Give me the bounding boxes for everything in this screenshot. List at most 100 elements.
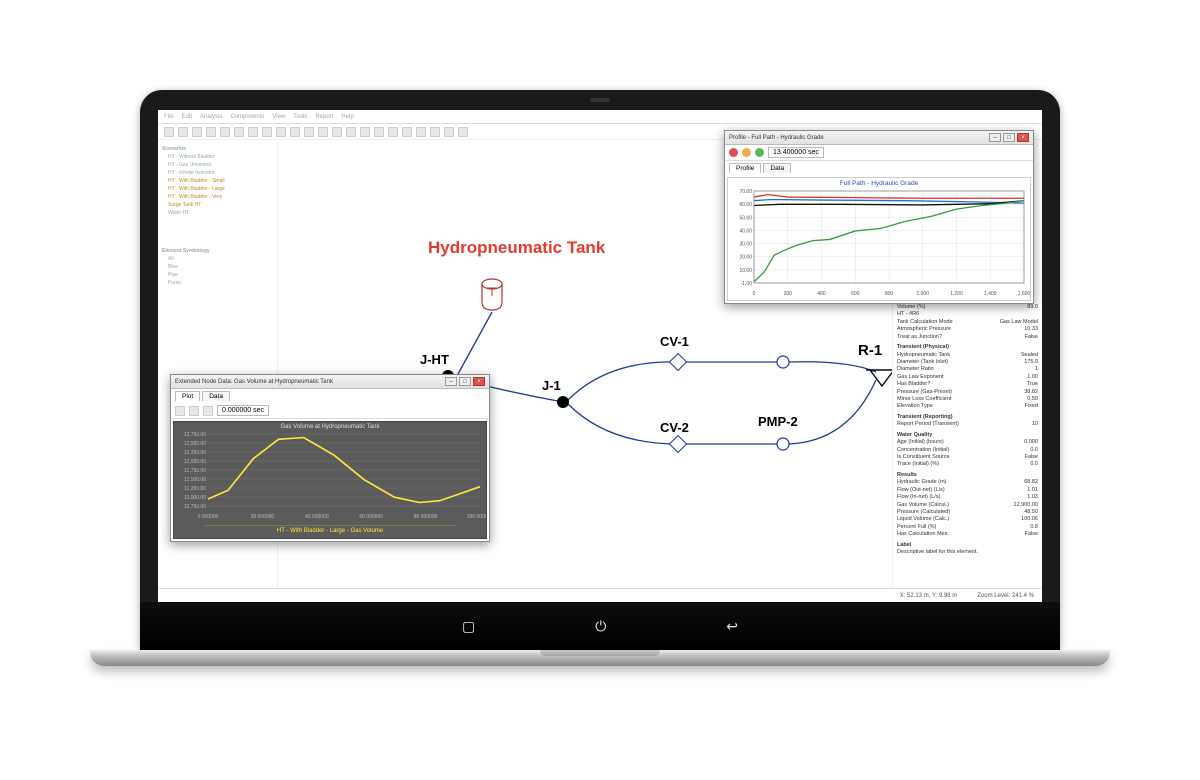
- gas-volume-window-title: Extended Node Data: Gas Volume at Hydrop…: [175, 379, 333, 385]
- toolbar-button[interactable]: [346, 127, 356, 137]
- toolbar-button[interactable]: [276, 127, 286, 137]
- scenario-panel-title: Scenarios: [162, 146, 273, 152]
- tab-plot[interactable]: Plot: [175, 391, 200, 401]
- gas-volume-title-bar[interactable]: Extended Node Data: Gas Volume at Hydrop…: [171, 375, 489, 389]
- svg-text:1,000: 1,000: [916, 291, 929, 297]
- toolbar-button[interactable]: [444, 127, 454, 137]
- record-icon[interactable]: [729, 148, 738, 157]
- gas-volume-toolbar[interactable]: 0.000000 sec: [171, 403, 489, 419]
- toolbar-button[interactable]: [318, 127, 328, 137]
- property-row: Report Period (Transient) 10: [897, 421, 1038, 428]
- toolbar-button[interactable]: [360, 127, 370, 137]
- menu-edit[interactable]: Edit: [182, 114, 192, 120]
- property-row: Age (Initial) (hours) 0.000: [897, 439, 1038, 446]
- menu-view[interactable]: View: [272, 114, 285, 120]
- toolbar-button[interactable]: [234, 127, 244, 137]
- maximize-button[interactable]: □: [459, 377, 471, 386]
- scenario-item[interactable]: HT - With Bladder - Small: [168, 178, 273, 184]
- profile-tabs[interactable]: Profile Data: [725, 161, 1033, 175]
- scenario-item[interactable]: HT - Gas Unvented: [168, 162, 273, 168]
- toolbar-button[interactable]: [220, 127, 230, 137]
- profile-title-bar[interactable]: Profile - Full Path - Hydraulic Grade – …: [725, 131, 1033, 145]
- maximize-button[interactable]: □: [1003, 133, 1015, 142]
- svg-text:20.00: 20.00: [739, 255, 752, 261]
- scenario-item[interactable]: HT - With Bladder - Large: [168, 186, 273, 192]
- symbology-title: Element Symbology: [162, 248, 273, 254]
- toolbar-button[interactable]: [416, 127, 426, 137]
- symbology-item[interactable]: Pump: [168, 280, 273, 286]
- property-row: Volume (%) 89.0: [897, 304, 1038, 311]
- gas-volume-tabs[interactable]: Plot Data: [171, 389, 489, 403]
- property-row: Tank Calculation Mode Gas Law Model: [897, 319, 1038, 326]
- label-j1: J-1: [542, 378, 561, 393]
- symbology-item[interactable]: Blue: [168, 264, 273, 270]
- menu-analysis[interactable]: Analysis: [200, 114, 222, 120]
- toolbar-button[interactable]: [430, 127, 440, 137]
- svg-text:100.000000: 100.000000: [467, 514, 486, 520]
- profile-chart: Full Path - Hydraulic Grade -1.0010.0020…: [727, 177, 1031, 301]
- tab-data[interactable]: Data: [763, 163, 791, 173]
- scenario-item[interactable]: HT - Without Bladder: [168, 154, 273, 160]
- toolbar-button[interactable]: [402, 127, 412, 137]
- play-icon[interactable]: [742, 148, 751, 157]
- properties-panel[interactable]: Volume (%) 89.0HT - #R6 Tank Calculation…: [892, 300, 1042, 588]
- tab-data[interactable]: Data: [202, 391, 230, 401]
- close-button[interactable]: ×: [473, 377, 485, 386]
- symbology-item[interactable]: Pipe: [168, 272, 273, 278]
- toolbar-button[interactable]: [178, 127, 188, 137]
- close-button[interactable]: ×: [1017, 133, 1029, 142]
- laptop-camera: [590, 98, 610, 102]
- toolbar-button[interactable]: [248, 127, 258, 137]
- menu-tools[interactable]: Tools: [293, 114, 307, 120]
- scenario-item[interactable]: HT - With Bladder - Very: [168, 194, 273, 200]
- scenario-item[interactable]: Water HT: [168, 210, 273, 216]
- property-row: Transient (Physical): [897, 344, 1038, 351]
- toolbar-button[interactable]: [374, 127, 384, 137]
- menu-help[interactable]: Help: [341, 114, 353, 120]
- profile-window[interactable]: Profile - Full Path - Hydraulic Grade – …: [724, 130, 1034, 304]
- menu-report[interactable]: Report: [315, 114, 333, 120]
- property-row: Liquid Volume (Calc.) 100.06: [897, 516, 1038, 523]
- minimize-button[interactable]: –: [989, 133, 1001, 142]
- scenario-item[interactable]: Surge Tank HT: [168, 202, 273, 208]
- symbology-item[interactable]: All: [168, 256, 273, 262]
- toolbar-button[interactable]: [388, 127, 398, 137]
- play-button[interactable]: [175, 406, 185, 416]
- profile-toolbar[interactable]: 13.400000 sec: [725, 145, 1033, 161]
- toolbar-button[interactable]: [458, 127, 468, 137]
- property-row: HT - #R6: [897, 311, 1038, 318]
- property-row: Concentration (Initial) 0.0: [897, 447, 1038, 454]
- property-row: Gas Volume (Calcul.) 12,900.00: [897, 502, 1038, 509]
- menu-file[interactable]: File: [164, 114, 174, 120]
- toolbar-button[interactable]: [206, 127, 216, 137]
- toolbar-button[interactable]: [192, 127, 202, 137]
- power-icon: ⏻: [595, 618, 606, 635]
- tab-profile[interactable]: Profile: [729, 163, 761, 173]
- svg-text:40.000000: 40.000000: [305, 514, 329, 520]
- property-row: Flow (Out-net) (L/s) 1.01: [897, 487, 1038, 494]
- svg-text:70.00: 70.00: [739, 189, 752, 195]
- loop-icon[interactable]: [755, 148, 764, 157]
- property-row: Gas Law Exponent 1.00: [897, 374, 1038, 381]
- stop-button[interactable]: [203, 406, 213, 416]
- node-j1[interactable]: [557, 396, 569, 408]
- menu-components[interactable]: Components: [230, 114, 264, 120]
- toolbar-button[interactable]: [164, 127, 174, 137]
- gas-volume-window[interactable]: Extended Node Data: Gas Volume at Hydrop…: [170, 374, 490, 542]
- profile-time-display: 13.400000 sec: [768, 147, 824, 158]
- minimize-button[interactable]: –: [445, 377, 457, 386]
- svg-text:80.000000: 80.000000: [414, 514, 438, 520]
- property-row: Label: [897, 542, 1038, 549]
- toolbar-button[interactable]: [290, 127, 300, 137]
- menubar[interactable]: File Edit Analysis Components View Tools Repor…: [158, 110, 1042, 124]
- svg-text:600: 600: [851, 291, 860, 297]
- property-row: Transient (Reporting): [897, 414, 1038, 421]
- property-row: Hydropneumatic Tank Sealed: [897, 352, 1038, 359]
- gas-volume-chart: Gas Volume at Hydropneumatic Tank 10,750…: [173, 421, 487, 539]
- toolbar-button[interactable]: [262, 127, 272, 137]
- scenario-item[interactable]: HT - Infinite Isometric: [168, 170, 273, 176]
- toolbar-button[interactable]: [304, 127, 314, 137]
- toolbar-button[interactable]: [332, 127, 342, 137]
- pause-button[interactable]: [189, 406, 199, 416]
- time-display: 0.000000 sec: [217, 405, 269, 416]
